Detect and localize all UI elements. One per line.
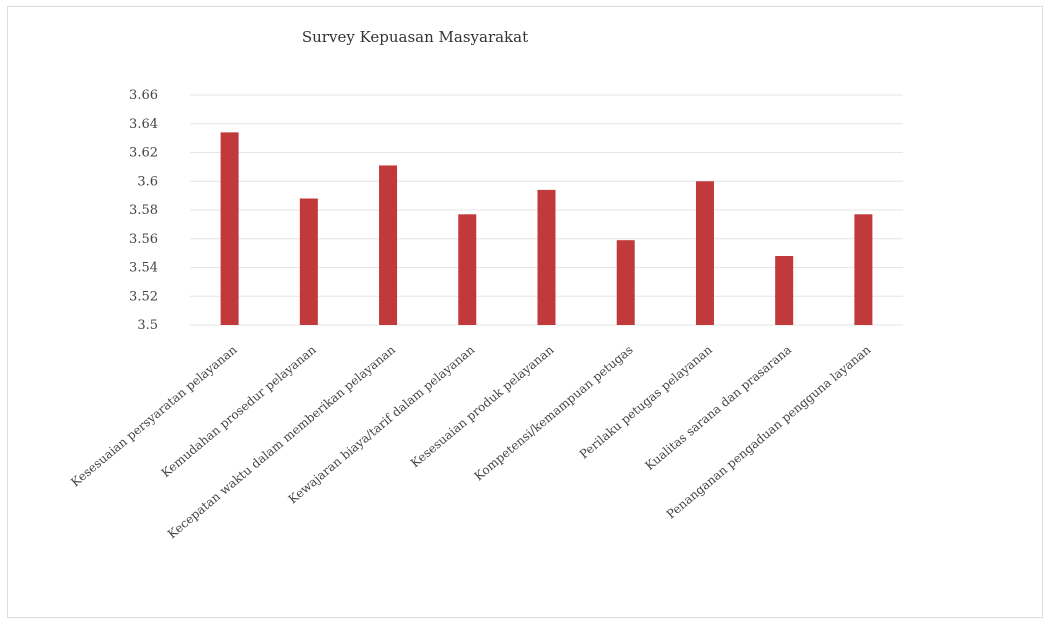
- chart-title: Survey Kepuasan Masyarakat: [301, 28, 529, 46]
- x-category-label: Kemudahan prosedur pelayanan: [159, 342, 319, 480]
- y-tick-label: 3.66: [129, 88, 158, 103]
- x-category-label: Perilaku petugas pelayanan: [577, 342, 715, 461]
- y-tick-label: 3.58: [129, 203, 158, 218]
- bar: [537, 189, 556, 325]
- x-category-label: Kesesuaian persyaratan pelayanan: [68, 342, 240, 489]
- y-tick-label: 3.5: [137, 318, 158, 333]
- x-category-label: Kompetensi/kemampuan petugas: [472, 343, 636, 484]
- bar: [458, 214, 477, 325]
- y-tick-label: 3.54: [129, 261, 158, 276]
- y-tick-label: 3.62: [129, 146, 158, 161]
- bar: [616, 240, 635, 325]
- y-tick-label: 3.52: [129, 289, 158, 304]
- bar: [299, 198, 318, 325]
- y-tick-label: 3.6: [137, 174, 158, 189]
- x-category-label: Kualitas sarana dan prasarana: [642, 343, 794, 473]
- bar: [695, 181, 714, 325]
- bar: [220, 132, 239, 325]
- x-category-label: Kesesuaian produk pelayanan: [408, 342, 557, 470]
- bar: [379, 165, 398, 325]
- y-tick-label: 3.64: [129, 117, 158, 132]
- bar: [775, 256, 794, 325]
- bar: [854, 214, 873, 325]
- y-tick-label: 3.56: [129, 232, 158, 247]
